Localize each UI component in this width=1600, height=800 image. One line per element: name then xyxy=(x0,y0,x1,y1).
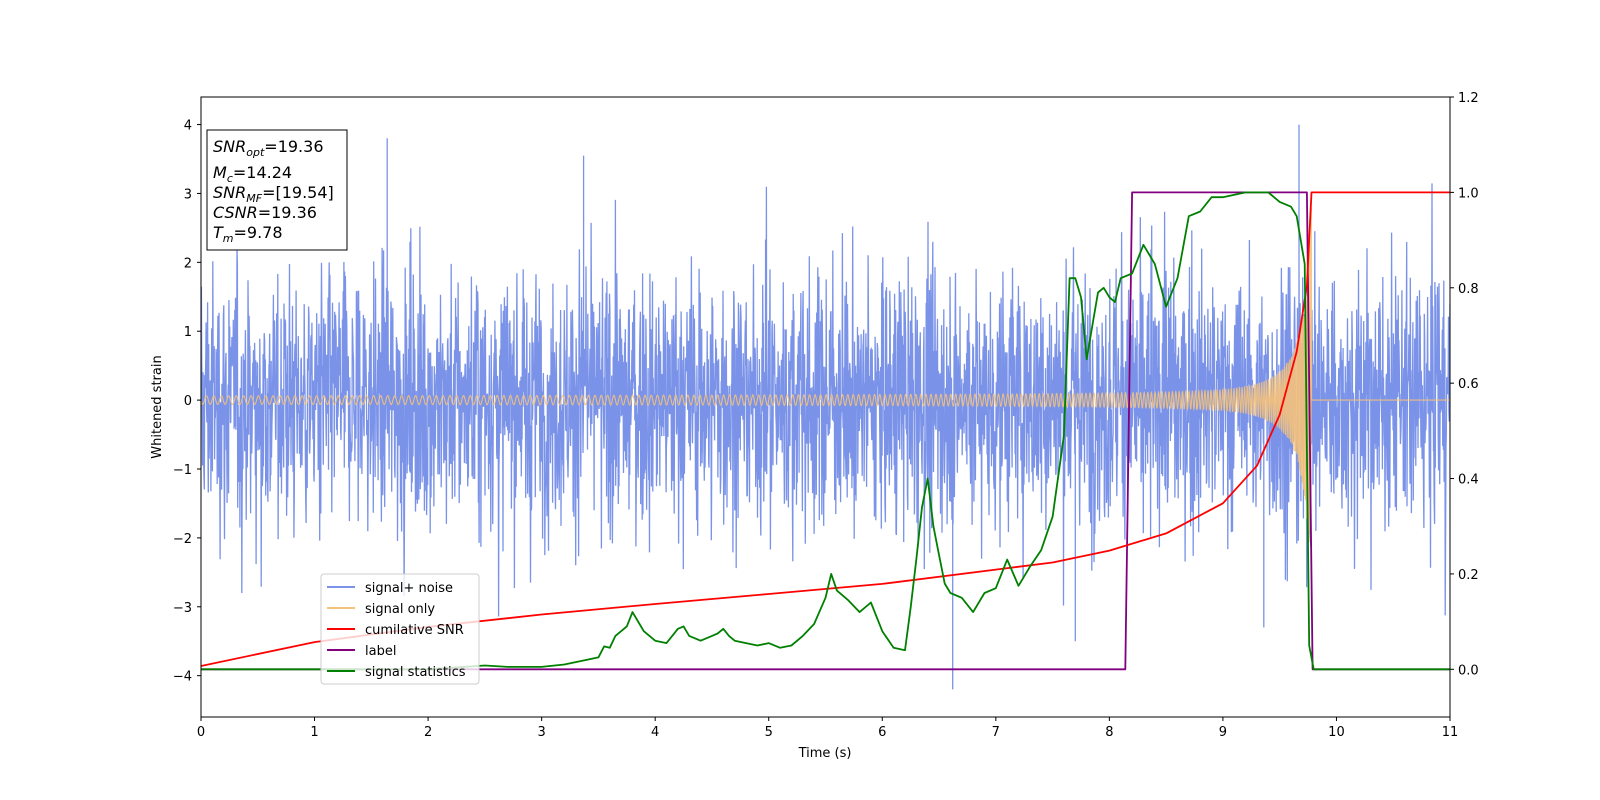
y-right-tick-label-6: 0.0 xyxy=(1458,663,1479,678)
info-snr-opt: SNRopt=19.36 xyxy=(213,137,324,159)
y-axis-right: 1.2 1.0 0.8 0.6 0.4 0.2 0.0 xyxy=(1450,91,1479,678)
y-left-tick-label-0: 4 xyxy=(184,119,192,134)
y-left-tick-label-5: −1 xyxy=(173,463,192,478)
y-right-tick-label-4: 0.4 xyxy=(1458,473,1479,488)
x-tick-label-10: 10 xyxy=(1328,725,1345,740)
y-left-tick-label-4: 0 xyxy=(184,394,192,409)
line-signal-only xyxy=(201,207,1450,543)
x-tick-label-0: 0 xyxy=(197,725,205,740)
legend-label-label: label xyxy=(365,644,396,659)
y-left-tick-label-6: −2 xyxy=(173,532,192,547)
y-left-tick-label-3: 1 xyxy=(184,325,192,340)
y-right-tick-label-1: 1.0 xyxy=(1458,186,1479,201)
x-tick-label-8: 8 xyxy=(1105,725,1113,740)
x-tick-label-9: 9 xyxy=(1219,725,1227,740)
line-signal-noise xyxy=(201,124,1450,690)
right-axis-series xyxy=(201,191,1450,671)
info-box: SNRopt=19.36 Mc=14.24 SNRMF=[19.54] CSNR… xyxy=(206,129,348,251)
axes-frame xyxy=(200,96,1451,718)
legend-label-signal-noise: signal+ noise xyxy=(365,581,453,596)
series-signal-noise xyxy=(201,124,1450,690)
x-axis: 0 1 2 3 4 5 6 7 8 9 10 11 xyxy=(197,717,1458,740)
x-tick-label-6: 6 xyxy=(878,725,886,740)
legend: signal+ noise signal only cumilative SNR… xyxy=(320,573,480,685)
x-tick-label-5: 5 xyxy=(765,725,773,740)
y-left-tick-label-2: 2 xyxy=(184,256,192,271)
y-axis-left: 4 3 2 1 0 −1 −2 −3 −4 xyxy=(173,119,201,685)
x-tick-label-4: 4 xyxy=(651,725,659,740)
y-right-tick-label-3: 0.6 xyxy=(1458,377,1479,392)
line-cumulative-snr xyxy=(201,191,1450,667)
info-snr-mf: SNRMF=[19.54] xyxy=(213,183,334,205)
y-right-tick-label-5: 0.2 xyxy=(1458,568,1479,583)
info-tm: Tm=9.78 xyxy=(213,223,283,245)
x-tick-label-2: 2 xyxy=(424,725,432,740)
legend-label-signal-statistics: signal statistics xyxy=(365,665,466,680)
y-right-tick-label-2: 0.8 xyxy=(1458,282,1479,297)
y-right-tick-label-0: 1.2 xyxy=(1458,91,1479,106)
y-left-tick-label-1: 3 xyxy=(184,187,192,202)
info-mc: Mc=14.24 xyxy=(213,163,292,185)
y-left-tick-label-8: −4 xyxy=(173,670,192,685)
info-csnr: CSNR=19.36 xyxy=(213,203,317,222)
series-signal-only xyxy=(201,207,1450,543)
x-axis-label: Time (s) xyxy=(798,746,852,761)
x-tick-label-3: 3 xyxy=(537,725,545,740)
x-tick-label-11: 11 xyxy=(1442,725,1459,740)
x-tick-label-7: 7 xyxy=(992,725,1000,740)
y-axis-label: Whitened strain xyxy=(150,355,165,458)
legend-label-signal-only: signal only xyxy=(365,602,435,617)
legend-label-cumulative-snr: cumilative SNR xyxy=(365,623,464,638)
x-tick-label-1: 1 xyxy=(310,725,318,740)
y-left-tick-label-7: −3 xyxy=(173,601,192,616)
line-signal-statistics xyxy=(201,191,1450,671)
